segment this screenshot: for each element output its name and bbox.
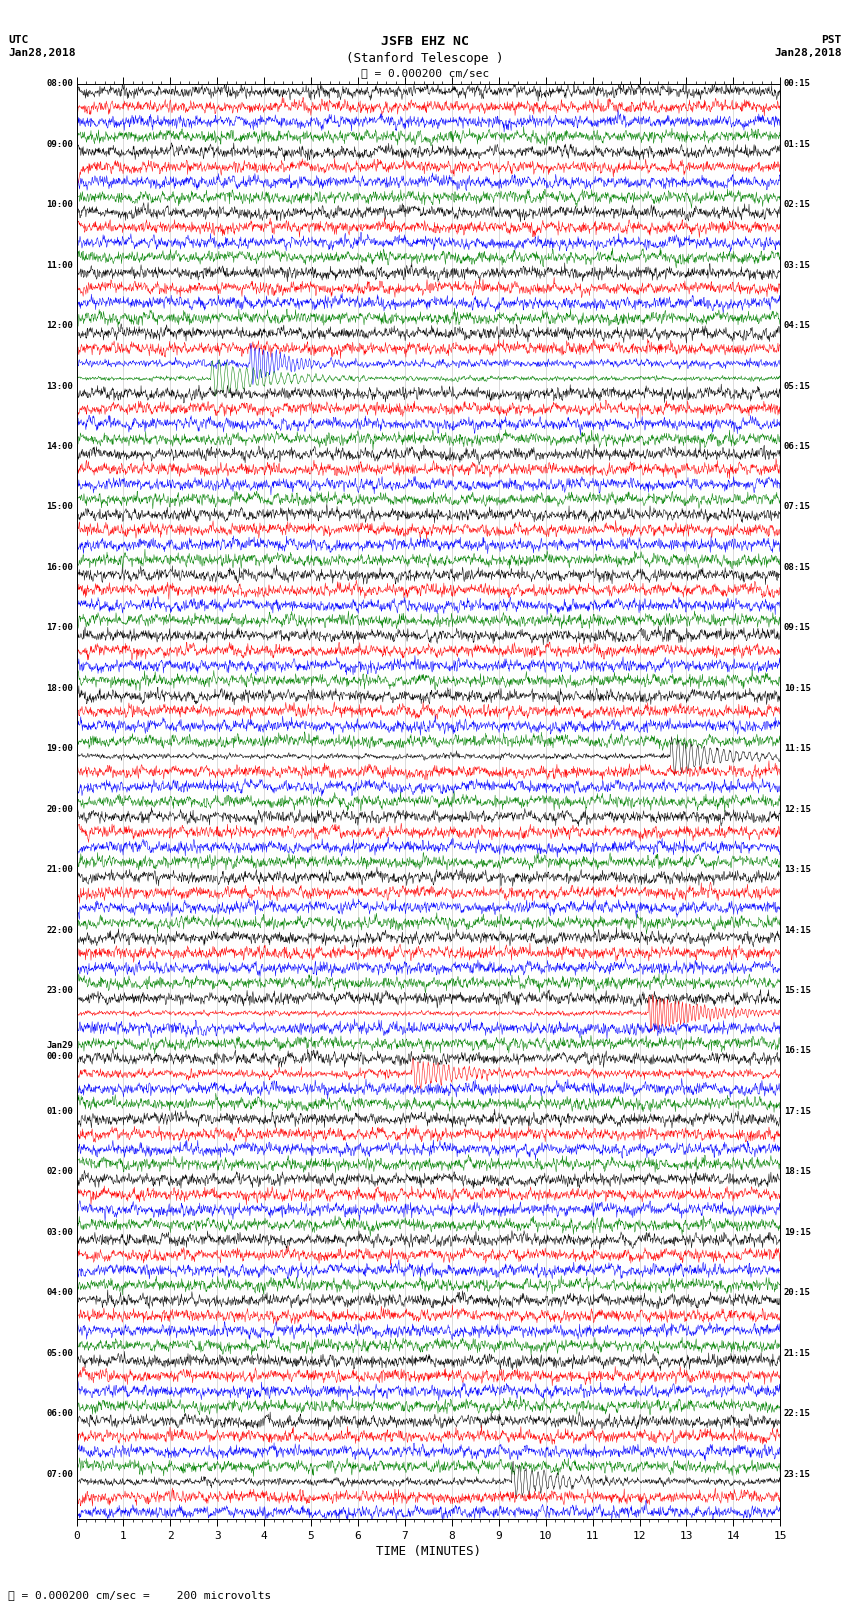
Text: Jan28,2018: Jan28,2018 — [774, 48, 842, 58]
Text: 03:15: 03:15 — [784, 261, 811, 269]
Text: 12:00: 12:00 — [46, 321, 73, 331]
Text: 15:00: 15:00 — [46, 503, 73, 511]
Text: 21:00: 21:00 — [46, 865, 73, 874]
Text: 11:00: 11:00 — [46, 261, 73, 269]
Text: 17:15: 17:15 — [784, 1107, 811, 1116]
Text: Jan29
00:00: Jan29 00:00 — [46, 1042, 73, 1061]
Text: 18:15: 18:15 — [784, 1168, 811, 1176]
Text: 13:00: 13:00 — [46, 382, 73, 390]
Text: 16:15: 16:15 — [784, 1047, 811, 1055]
Text: 06:15: 06:15 — [784, 442, 811, 452]
Text: 23:00: 23:00 — [46, 986, 73, 995]
Text: 05:15: 05:15 — [784, 382, 811, 390]
Text: 20:00: 20:00 — [46, 805, 73, 813]
Text: 02:00: 02:00 — [46, 1168, 73, 1176]
Text: 09:00: 09:00 — [46, 140, 73, 148]
Text: 21:15: 21:15 — [784, 1348, 811, 1358]
Text: Jan28,2018: Jan28,2018 — [8, 48, 76, 58]
Text: 19:15: 19:15 — [784, 1227, 811, 1237]
Text: 08:00: 08:00 — [46, 79, 73, 89]
Text: 14:00: 14:00 — [46, 442, 73, 452]
Text: UTC: UTC — [8, 35, 29, 45]
Text: 04:00: 04:00 — [46, 1289, 73, 1297]
Text: 18:00: 18:00 — [46, 684, 73, 694]
Text: 22:00: 22:00 — [46, 926, 73, 934]
Text: 17:00: 17:00 — [46, 623, 73, 632]
Text: 14:15: 14:15 — [784, 926, 811, 934]
Text: ⎳ = 0.000200 cm/sec: ⎳ = 0.000200 cm/sec — [361, 68, 489, 77]
Text: 02:15: 02:15 — [784, 200, 811, 210]
Text: 20:15: 20:15 — [784, 1289, 811, 1297]
Text: 10:15: 10:15 — [784, 684, 811, 694]
X-axis label: TIME (MINUTES): TIME (MINUTES) — [376, 1545, 481, 1558]
Text: PST: PST — [821, 35, 842, 45]
Text: 07:00: 07:00 — [46, 1469, 73, 1479]
Text: 07:15: 07:15 — [784, 503, 811, 511]
Text: 09:15: 09:15 — [784, 623, 811, 632]
Text: 08:15: 08:15 — [784, 563, 811, 573]
Text: 03:00: 03:00 — [46, 1227, 73, 1237]
Text: 01:15: 01:15 — [784, 140, 811, 148]
Text: 19:00: 19:00 — [46, 744, 73, 753]
Text: 10:00: 10:00 — [46, 200, 73, 210]
Text: 16:00: 16:00 — [46, 563, 73, 573]
Text: 15:15: 15:15 — [784, 986, 811, 995]
Text: 23:15: 23:15 — [784, 1469, 811, 1479]
Text: 01:00: 01:00 — [46, 1107, 73, 1116]
Text: 12:15: 12:15 — [784, 805, 811, 813]
Text: 13:15: 13:15 — [784, 865, 811, 874]
Text: 06:00: 06:00 — [46, 1410, 73, 1418]
Text: 00:15: 00:15 — [784, 79, 811, 89]
Text: 22:15: 22:15 — [784, 1410, 811, 1418]
Text: 11:15: 11:15 — [784, 744, 811, 753]
Text: 05:00: 05:00 — [46, 1348, 73, 1358]
Text: JSFB EHZ NC: JSFB EHZ NC — [381, 35, 469, 48]
Text: 04:15: 04:15 — [784, 321, 811, 331]
Text: ⎳ = 0.000200 cm/sec =    200 microvolts: ⎳ = 0.000200 cm/sec = 200 microvolts — [8, 1590, 272, 1600]
Text: (Stanford Telescope ): (Stanford Telescope ) — [346, 52, 504, 65]
